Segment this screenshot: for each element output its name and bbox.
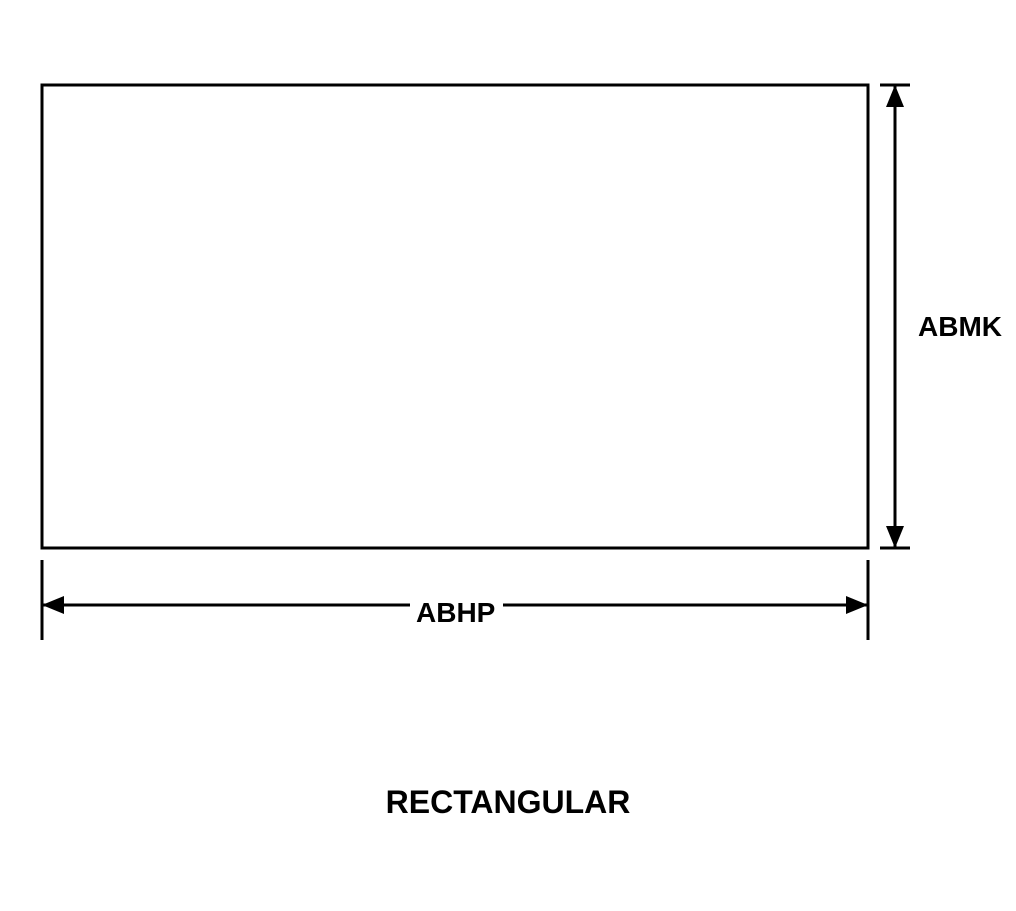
- diagram-svg: [0, 0, 1016, 911]
- diagram-canvas: ABHP ABMK RECTANGULAR: [0, 0, 1016, 911]
- width-arrowhead-right: [846, 596, 868, 614]
- diagram-title: RECTANGULAR: [0, 784, 1016, 821]
- main-rectangle: [42, 85, 868, 548]
- height-dimension-label: ABMK: [918, 311, 1002, 343]
- height-arrowhead-bottom: [886, 526, 904, 548]
- width-dimension-label: ABHP: [410, 597, 501, 629]
- height-arrowhead-top: [886, 85, 904, 107]
- width-arrowhead-left: [42, 596, 64, 614]
